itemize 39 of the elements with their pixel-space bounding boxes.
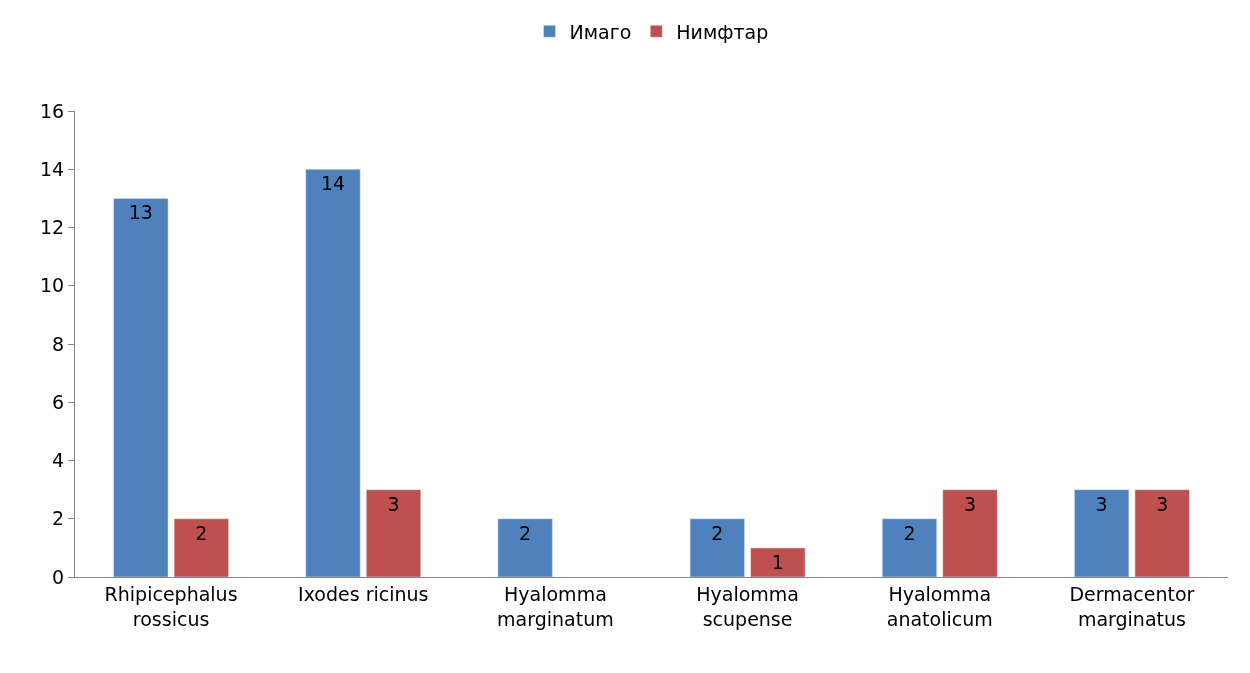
y-tick-label: 0 [52,565,65,588]
bar [1134,489,1190,577]
bar [750,547,806,577]
data-label: 3 [1156,492,1169,515]
x-tick-label: Rhipicephalus rossicus [104,582,238,630]
data-label: 3 [963,492,977,515]
y-tick-label: 4 [52,449,65,472]
legend-label: Имаго [569,20,632,43]
data-label: 2 [519,521,532,544]
y-tick-label: 6 [52,390,65,413]
bar [173,518,229,577]
legend-label: Нимфтар [676,20,769,43]
bar [689,518,745,577]
bar [497,518,553,577]
x-tick-label: Hyalomma marginatum [497,582,614,630]
data-label: 2 [195,521,208,544]
data-label: 2 [903,521,916,544]
data-label: 1 [771,550,784,573]
y-tick-label: 12 [40,216,65,239]
y-tick-label: 8 [52,332,65,355]
data-label: 3 [387,492,400,515]
y-tick-label: 10 [40,274,65,297]
data-label: 14 [320,172,346,195]
data-label: 13 [128,201,153,224]
bar [305,169,361,577]
bar [113,198,169,577]
y-tick-label: 16 [40,99,65,122]
x-tick-label: Dermacentor marginatus [1069,582,1195,630]
data-label: 2 [711,521,724,544]
bar [1074,489,1130,577]
x-tick-label: Ixodes ricinus [298,582,429,605]
x-tick-label: Hyalomma scupense [696,582,799,630]
y-tick-label: 14 [40,157,65,180]
bar [366,489,422,577]
bar [881,518,937,577]
bar [942,489,998,577]
x-tick-label: Hyalomma anatolicum [886,582,993,630]
data-label: 3 [1095,492,1108,515]
y-tick-label: 2 [52,507,65,530]
